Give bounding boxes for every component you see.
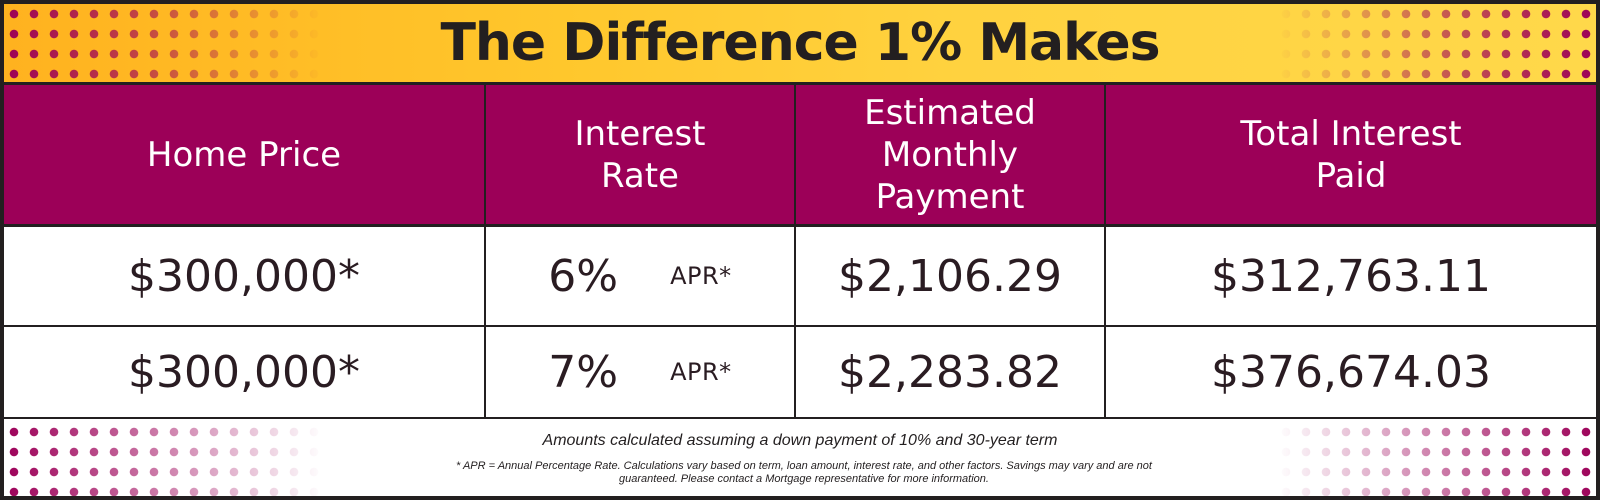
decorative-dots-bottom-right (1276, 422, 1596, 496)
page-title: The Difference 1% Makes (440, 13, 1160, 73)
apr-disclaimer: * APR = Annual Percentage Rate. Calculat… (456, 460, 1152, 485)
header-monthly-payment: Estimated Monthly Payment (796, 85, 1106, 224)
total-interest-cell: $312,763.11 (1211, 250, 1491, 302)
decorative-dots-top-right (1276, 4, 1596, 82)
header-label: Estimated Monthly Payment (864, 92, 1036, 217)
interest-rate-cell: 7% APR* (486, 327, 796, 417)
table-header-row: Home Price Interest Rate Estimated Month… (4, 85, 1596, 227)
monthly-payment-cell: $2,283.82 (796, 327, 1106, 417)
title-banner: The Difference 1% Makes (4, 4, 1596, 85)
interest-rate-cell: 6% APR* (486, 227, 796, 325)
footer: Amounts calculated assuming a down payme… (4, 422, 1596, 496)
header-label: Total Interest Paid (1240, 113, 1462, 196)
comparison-table: Home Price Interest Rate Estimated Month… (4, 85, 1596, 419)
rate-value: 6% (548, 250, 619, 302)
apr-label: APR* (670, 262, 732, 290)
rate-value: 7% (548, 346, 619, 398)
apr-label: APR* (670, 358, 732, 386)
header-interest-rate: Interest Rate (486, 85, 796, 224)
header-label: Interest Rate (574, 113, 706, 196)
header-label: Home Price (146, 134, 342, 175)
table-row: $300,000* 6% APR* $2,106.29 $312,763.11 (4, 227, 1596, 327)
header-home-price: Home Price (4, 85, 486, 224)
decorative-dots-bottom-left (4, 422, 324, 496)
monthly-payment-cell: $2,106.29 (796, 227, 1106, 325)
home-price-cell: $300,000* (4, 227, 486, 325)
table-row: $300,000* 7% APR* $2,283.82 $376,674.03 (4, 327, 1596, 419)
total-interest-cell: $376,674.03 (1211, 346, 1491, 398)
calculation-note: Amounts calculated assuming a down payme… (542, 432, 1058, 449)
home-price-cell: $300,000* (4, 327, 486, 417)
decorative-dots-top-left (4, 4, 324, 82)
header-total-interest: Total Interest Paid (1106, 85, 1596, 224)
